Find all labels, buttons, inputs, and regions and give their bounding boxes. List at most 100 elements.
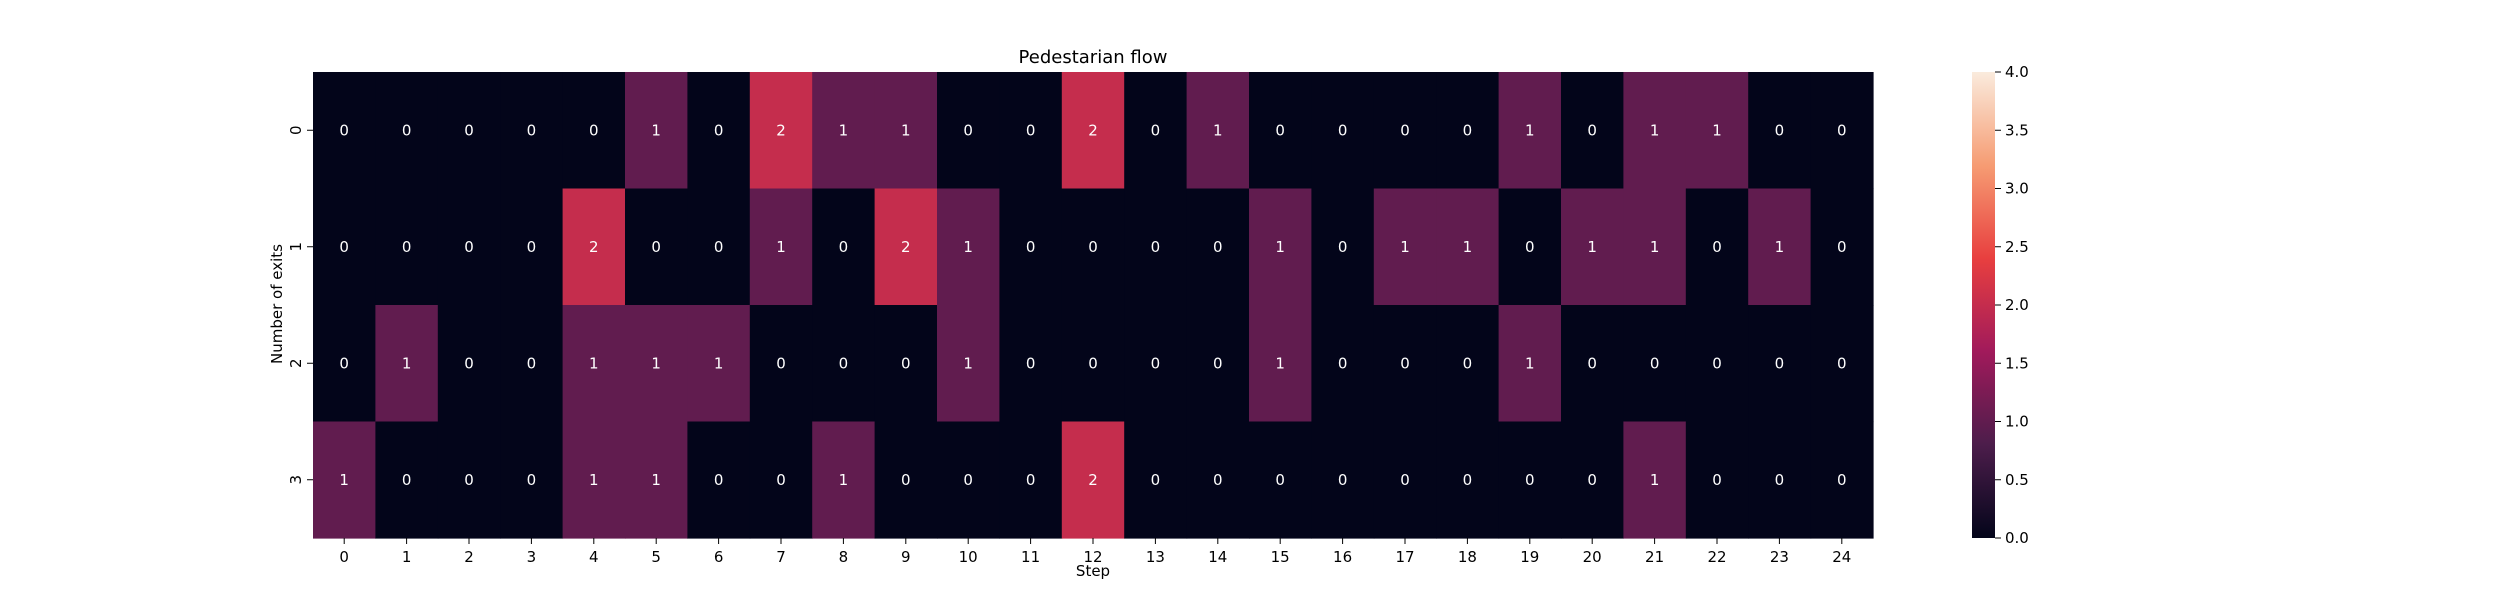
heatmap-cell: [1561, 305, 1624, 423]
heatmap-cell: [375, 305, 439, 423]
heatmap-cell: [1561, 188, 1624, 306]
heatmap-cell: [749, 421, 813, 539]
cell-value-label: 0: [1712, 354, 1722, 372]
colorbar-tick-label: 4.0: [2005, 63, 2029, 81]
heatmap-cell: [1748, 72, 1812, 190]
heatmap-cell: [937, 421, 1000, 539]
cell-value-label: 0: [464, 121, 474, 139]
cell-value-label: 0: [339, 354, 349, 372]
cell-value-label: 0: [464, 471, 474, 489]
cell-value-label: 0: [1712, 471, 1722, 489]
x-tick-label: 2: [464, 548, 474, 566]
cell-value-label: 1: [1525, 121, 1535, 139]
cell-value-label: 0: [527, 121, 537, 139]
cell-value-label: 0: [1275, 471, 1285, 489]
heatmap-cell: [1436, 421, 1500, 539]
cell-value-label: 0: [1463, 471, 1473, 489]
cell-value-label: 0: [1837, 354, 1847, 372]
colorbar: 0.0 0.5 1.0 1.5 2.0 2.5 3.0 3.5 4.0: [1972, 63, 2029, 547]
heatmap-cells: [313, 72, 1874, 539]
cell-value-label: 2: [589, 238, 599, 256]
heatmap-cell: [437, 421, 501, 539]
heatmap-cell: [749, 305, 813, 423]
cell-value-label: 1: [963, 238, 973, 256]
cell-value-label: 0: [1088, 238, 1098, 256]
x-tick-label: 20: [1583, 548, 1602, 566]
cell-value-label: 1: [839, 121, 849, 139]
y-tick-label: 0: [287, 125, 305, 135]
cell-value-label: 0: [1026, 354, 1036, 372]
x-tick-label: 8: [839, 548, 849, 566]
heatmap-cell: [812, 421, 876, 539]
cell-value-label: 0: [527, 354, 537, 372]
x-tick-label: 5: [651, 548, 661, 566]
cell-value-label: 0: [714, 471, 724, 489]
cell-value-label: 1: [1712, 121, 1722, 139]
cell-value-label: 1: [963, 354, 973, 372]
x-tick-label: 11: [1021, 548, 1040, 566]
cell-value-label: 1: [1650, 471, 1660, 489]
heatmap-cell: [1810, 305, 1874, 423]
heatmap-cell: [625, 72, 688, 190]
cell-value-label: 0: [402, 471, 412, 489]
heatmap-cell: [375, 188, 439, 306]
cell-value-label: 2: [776, 121, 786, 139]
heatmap-cell: [874, 305, 938, 423]
cell-value-label: 1: [1463, 238, 1473, 256]
cell-value-label: 1: [1650, 238, 1660, 256]
cell-value-label: 0: [1712, 238, 1722, 256]
heatmap-cell: [500, 72, 564, 190]
cell-value-label: 0: [776, 471, 786, 489]
heatmap-cell: [1061, 72, 1125, 190]
heatmap-cell: [1373, 421, 1437, 539]
colorbar-tick-label: 0.0: [2005, 529, 2029, 547]
chart-title: Pedestarian flow: [1019, 47, 1168, 68]
heatmap-cell: [625, 421, 688, 539]
heatmap-cell: [937, 72, 1000, 190]
heatmap-cell: [1748, 305, 1812, 423]
cell-value-label: 0: [339, 238, 349, 256]
heatmap-cell: [1685, 188, 1749, 306]
heatmap-cell: [1436, 188, 1500, 306]
heatmap-cell: [1810, 72, 1874, 190]
y-axis-label: Number of exits: [268, 244, 286, 364]
cell-value-label: 0: [1775, 354, 1785, 372]
heatmap-cell: [500, 188, 564, 306]
heatmap-cell: [1436, 305, 1500, 423]
cell-value-label: 0: [839, 354, 849, 372]
x-tick-label: 13: [1146, 548, 1165, 566]
heatmap-cell: [1124, 188, 1188, 306]
cell-value-label: 0: [1151, 354, 1161, 372]
heatmap-cell: [1748, 421, 1812, 539]
cell-value-label: 0: [1338, 121, 1348, 139]
colorbar-tick-label: 2.0: [2005, 296, 2029, 314]
cell-value-label: 0: [1400, 354, 1410, 372]
heatmap-cell: [874, 421, 938, 539]
cell-value-label: 1: [651, 121, 661, 139]
x-tick-label: 18: [1458, 548, 1477, 566]
cell-value-label: 0: [1775, 471, 1785, 489]
heatmap-cell: [1498, 305, 1562, 423]
cell-value-label: 2: [1088, 471, 1098, 489]
cell-value-label: 1: [1775, 238, 1785, 256]
cell-value-label: 1: [1650, 121, 1660, 139]
cell-value-label: 0: [1525, 238, 1535, 256]
cell-value-label: 1: [339, 471, 349, 489]
x-tick-label: 24: [1832, 548, 1851, 566]
heatmap-cell: [749, 72, 813, 190]
heatmap-cell: [1061, 188, 1125, 306]
x-axis-ticks: 0 1 2 3 4 5 6 7 8 9 10 11 12 13 14 15 16 17 18 19 20 21 22 23 24: [339, 538, 1851, 566]
cell-value-label: 0: [527, 471, 537, 489]
heatmap-cell: [937, 188, 1000, 306]
cell-value-label: 0: [1026, 121, 1036, 139]
heatmap-cell: [1685, 305, 1749, 423]
cell-value-label: 1: [1525, 354, 1535, 372]
cell-value-label: 1: [1587, 238, 1597, 256]
cell-value-label: 1: [776, 238, 786, 256]
heatmap-cell: [1186, 305, 1250, 423]
cell-value-label: 0: [1587, 471, 1597, 489]
cell-value-label: 0: [963, 121, 973, 139]
cell-value-label: 0: [589, 121, 599, 139]
heatmap-cell: [313, 421, 376, 539]
colorbar-tick-label: 3.0: [2005, 180, 2029, 198]
